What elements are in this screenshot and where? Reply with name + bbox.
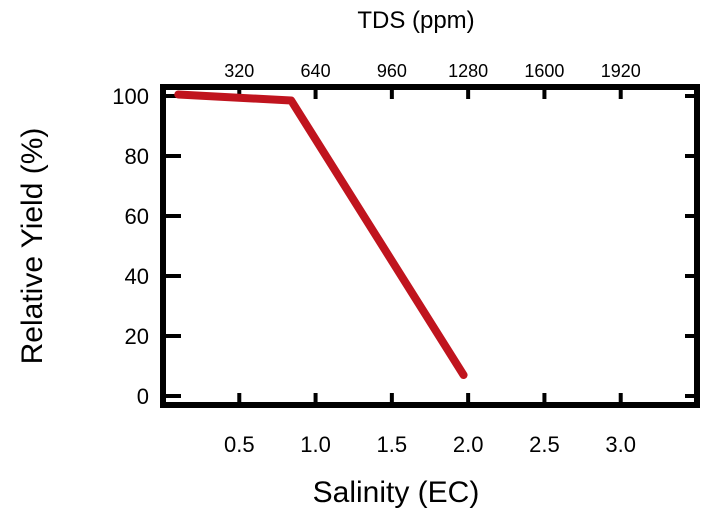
x-tick-label: 1.0 (300, 432, 331, 457)
series-line (174, 90, 468, 379)
right-axis-ticks (685, 94, 697, 398)
top-tick-label: 1600 (524, 61, 564, 81)
x-axis-title: Salinity (EC) (313, 476, 480, 509)
y-tick-label: 60 (125, 204, 149, 229)
y-axis-title: Relative Yield (%) (16, 128, 49, 365)
y-tick-label: 20 (125, 324, 149, 349)
y-tick-label: 80 (125, 144, 149, 169)
top-tick-label: 1280 (448, 61, 488, 81)
y-tick-label: 40 (125, 264, 149, 289)
top-axis-title: TDS (ppm) (357, 7, 474, 34)
series-layer (174, 90, 468, 379)
left-axis-ticks: 0 20 40 60 80 100 (112, 84, 181, 409)
x-tick-label: 3.0 (605, 432, 636, 457)
top-tick-label: 960 (377, 61, 407, 81)
y-tick-label: 0 (137, 384, 149, 409)
bottom-axis-ticks: 0.5 1.0 1.5 2.0 2.5 3.0 (224, 393, 636, 457)
plot-frame (160, 84, 700, 408)
x-tick-label: 0.5 (224, 432, 255, 457)
x-tick-label: 2.5 (529, 432, 560, 457)
top-tick-label: 1920 (601, 61, 641, 81)
top-tick-label: 640 (301, 61, 331, 81)
y-tick-label: 100 (112, 84, 149, 109)
x-tick-label: 1.5 (377, 432, 408, 457)
top-axis-ticks: 320 640 960 1280 1600 1920 (224, 61, 641, 99)
x-tick-label: 2.0 (453, 432, 484, 457)
top-tick-label: 320 (224, 61, 254, 81)
